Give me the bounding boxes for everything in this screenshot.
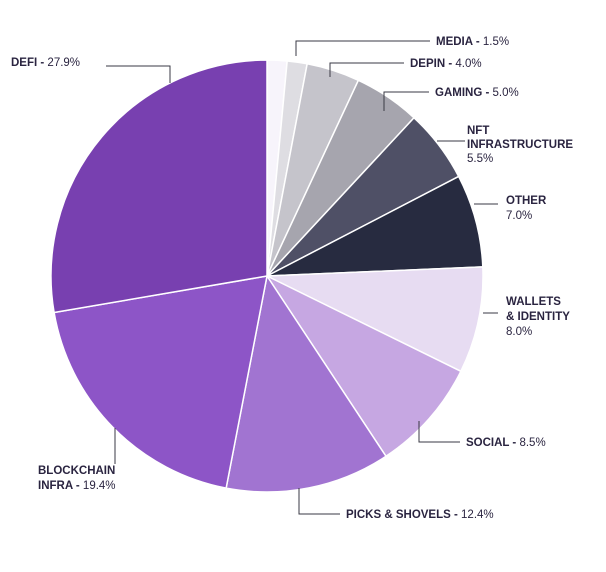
leader-line bbox=[329, 62, 404, 77]
slice-label-line: WALLETS bbox=[506, 296, 561, 308]
slice-label-line: SOCIAL - 8.5% bbox=[466, 437, 546, 449]
slice-label: OTHER 7.0% bbox=[506, 195, 547, 222]
pie-slice-picks-shovels-8 bbox=[225, 275, 387, 493]
leader-lines bbox=[106, 40, 498, 515]
slice-label-line: MEDIA - 1.5% bbox=[436, 36, 509, 48]
slice-label: BLOCKCHAIN INFRA - 19.4% bbox=[38, 465, 116, 492]
leader-line bbox=[298, 488, 340, 515]
slice-label-line: 5.5% bbox=[467, 153, 493, 165]
slice-label: WALLETS & IDENTITY 8.0% bbox=[506, 296, 570, 338]
slice-label-line: DEPIN - 4.0% bbox=[410, 58, 482, 70]
slice-labels: MEDIA - 1.5% DEPIN - 4.0% GAMING - 5.0% NFT… bbox=[11, 36, 573, 521]
slice-label: MEDIA - 1.5% bbox=[436, 36, 509, 48]
slice-label-line: 7.0% bbox=[506, 210, 532, 222]
slice-label-line: INFRASTRUCTURE bbox=[467, 139, 573, 151]
slice-label: NFT INFRASTRUCTURE 5.5% bbox=[467, 125, 573, 165]
slice-label-line: GAMING - 5.0% bbox=[435, 87, 519, 99]
pie-slice-blockchain-infra-9 bbox=[53, 275, 268, 489]
slice-label-line: NFT bbox=[467, 125, 489, 137]
slice-label-line: & IDENTITY bbox=[506, 311, 570, 323]
slice-label: SOCIAL - 8.5% bbox=[466, 437, 546, 449]
leader-line bbox=[418, 421, 460, 443]
slice-label-line: BLOCKCHAIN bbox=[38, 465, 115, 477]
slice-label: DEPIN - 4.0% bbox=[410, 58, 482, 70]
pie-slices bbox=[50, 59, 484, 493]
pie-slice-social-7 bbox=[266, 275, 462, 458]
pie-slice-wallets-identity-6 bbox=[266, 266, 484, 373]
leader-line bbox=[383, 91, 429, 111]
leader-line bbox=[106, 65, 171, 83]
leader-line bbox=[295, 40, 430, 56]
slice-label-line: 8.0% bbox=[506, 326, 532, 338]
slice-label-line: INFRA - 19.4% bbox=[38, 480, 116, 492]
slice-label: PICKS & SHOVELS - 12.4% bbox=[346, 509, 494, 521]
slice-label-line: OTHER bbox=[506, 195, 547, 207]
pie-slice-defi-10 bbox=[50, 59, 268, 314]
slice-label-line: PICKS & SHOVELS - 12.4% bbox=[346, 509, 494, 521]
slice-label-line: DEFI - 27.9% bbox=[11, 57, 80, 69]
slice-label: DEFI - 27.9% bbox=[11, 57, 80, 69]
slice-label: GAMING - 5.0% bbox=[435, 87, 519, 99]
